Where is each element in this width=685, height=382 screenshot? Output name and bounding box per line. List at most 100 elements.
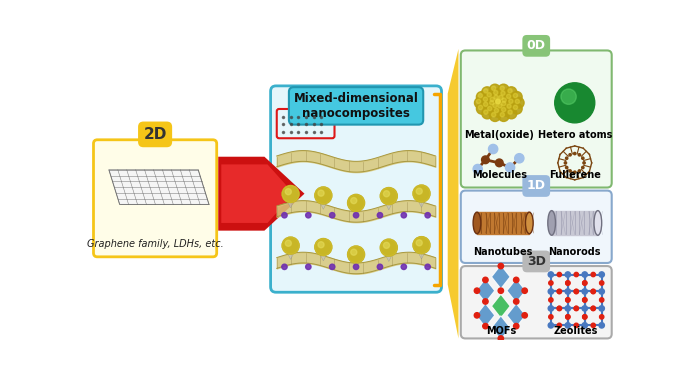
Circle shape (484, 97, 488, 101)
Circle shape (506, 108, 516, 119)
FancyBboxPatch shape (461, 191, 612, 263)
Circle shape (380, 188, 397, 204)
Polygon shape (351, 257, 362, 269)
Ellipse shape (525, 212, 533, 234)
Circle shape (413, 185, 430, 202)
Polygon shape (318, 250, 329, 261)
Circle shape (514, 299, 519, 304)
Text: Molecules: Molecules (472, 170, 527, 180)
Circle shape (416, 188, 422, 194)
Circle shape (509, 99, 513, 104)
Circle shape (488, 106, 492, 111)
FancyBboxPatch shape (271, 86, 442, 292)
Polygon shape (507, 279, 525, 303)
Circle shape (413, 237, 430, 254)
Circle shape (482, 100, 493, 111)
Circle shape (495, 108, 499, 113)
Circle shape (565, 272, 571, 277)
Circle shape (490, 97, 495, 102)
Polygon shape (285, 197, 296, 208)
Circle shape (478, 105, 483, 110)
Circle shape (498, 104, 502, 108)
Circle shape (496, 102, 507, 113)
Polygon shape (221, 164, 294, 223)
FancyBboxPatch shape (93, 140, 216, 257)
Circle shape (413, 185, 430, 202)
Circle shape (555, 83, 595, 123)
Circle shape (574, 306, 578, 311)
Circle shape (582, 289, 588, 294)
Circle shape (493, 103, 497, 108)
Circle shape (501, 102, 506, 106)
Circle shape (500, 86, 504, 91)
Circle shape (315, 239, 332, 256)
Circle shape (495, 159, 503, 167)
Circle shape (499, 89, 510, 100)
Ellipse shape (548, 210, 556, 235)
Circle shape (512, 103, 522, 114)
Circle shape (561, 89, 576, 104)
Circle shape (496, 99, 500, 104)
Circle shape (569, 154, 571, 156)
Circle shape (522, 288, 527, 293)
Circle shape (501, 91, 505, 95)
Circle shape (484, 102, 488, 107)
Circle shape (306, 264, 311, 270)
Circle shape (494, 97, 505, 108)
Circle shape (347, 246, 364, 263)
Circle shape (566, 157, 568, 159)
Circle shape (318, 190, 324, 196)
Circle shape (425, 264, 430, 270)
Circle shape (578, 170, 581, 172)
Circle shape (512, 92, 522, 102)
Circle shape (494, 97, 505, 108)
Circle shape (591, 306, 595, 311)
Circle shape (380, 239, 397, 256)
Circle shape (557, 306, 562, 311)
Circle shape (474, 312, 480, 318)
Circle shape (513, 93, 518, 98)
Circle shape (498, 336, 503, 341)
Circle shape (484, 89, 488, 93)
Circle shape (401, 264, 406, 270)
Circle shape (487, 93, 491, 97)
Circle shape (483, 277, 488, 283)
Circle shape (548, 289, 553, 294)
Circle shape (574, 323, 578, 327)
Circle shape (599, 315, 604, 319)
Circle shape (566, 315, 570, 319)
Polygon shape (109, 170, 209, 204)
Polygon shape (492, 265, 510, 289)
Circle shape (502, 98, 506, 102)
Circle shape (315, 187, 332, 204)
Circle shape (351, 197, 357, 204)
Circle shape (496, 99, 500, 104)
Circle shape (557, 323, 562, 327)
Circle shape (506, 163, 514, 172)
Text: Metal(oxide): Metal(oxide) (464, 130, 534, 140)
Circle shape (582, 323, 588, 328)
Circle shape (506, 94, 511, 99)
Circle shape (347, 194, 364, 211)
Text: Mixed-dimensional
nanocomposites: Mixed-dimensional nanocomposites (294, 92, 419, 120)
Circle shape (485, 91, 496, 102)
Bar (551, 210, 598, 235)
Circle shape (583, 298, 587, 302)
Circle shape (499, 100, 510, 110)
Circle shape (514, 277, 519, 283)
Circle shape (599, 323, 604, 328)
Circle shape (380, 188, 397, 204)
Circle shape (491, 86, 496, 91)
Ellipse shape (594, 210, 601, 235)
Circle shape (583, 281, 587, 285)
Circle shape (583, 281, 587, 285)
Circle shape (282, 212, 287, 218)
Circle shape (482, 87, 493, 98)
Text: Hetero atoms: Hetero atoms (538, 130, 612, 140)
Circle shape (482, 95, 492, 106)
FancyBboxPatch shape (461, 266, 612, 338)
Circle shape (498, 288, 503, 293)
Circle shape (582, 306, 588, 311)
Circle shape (492, 113, 496, 117)
Circle shape (578, 154, 581, 156)
